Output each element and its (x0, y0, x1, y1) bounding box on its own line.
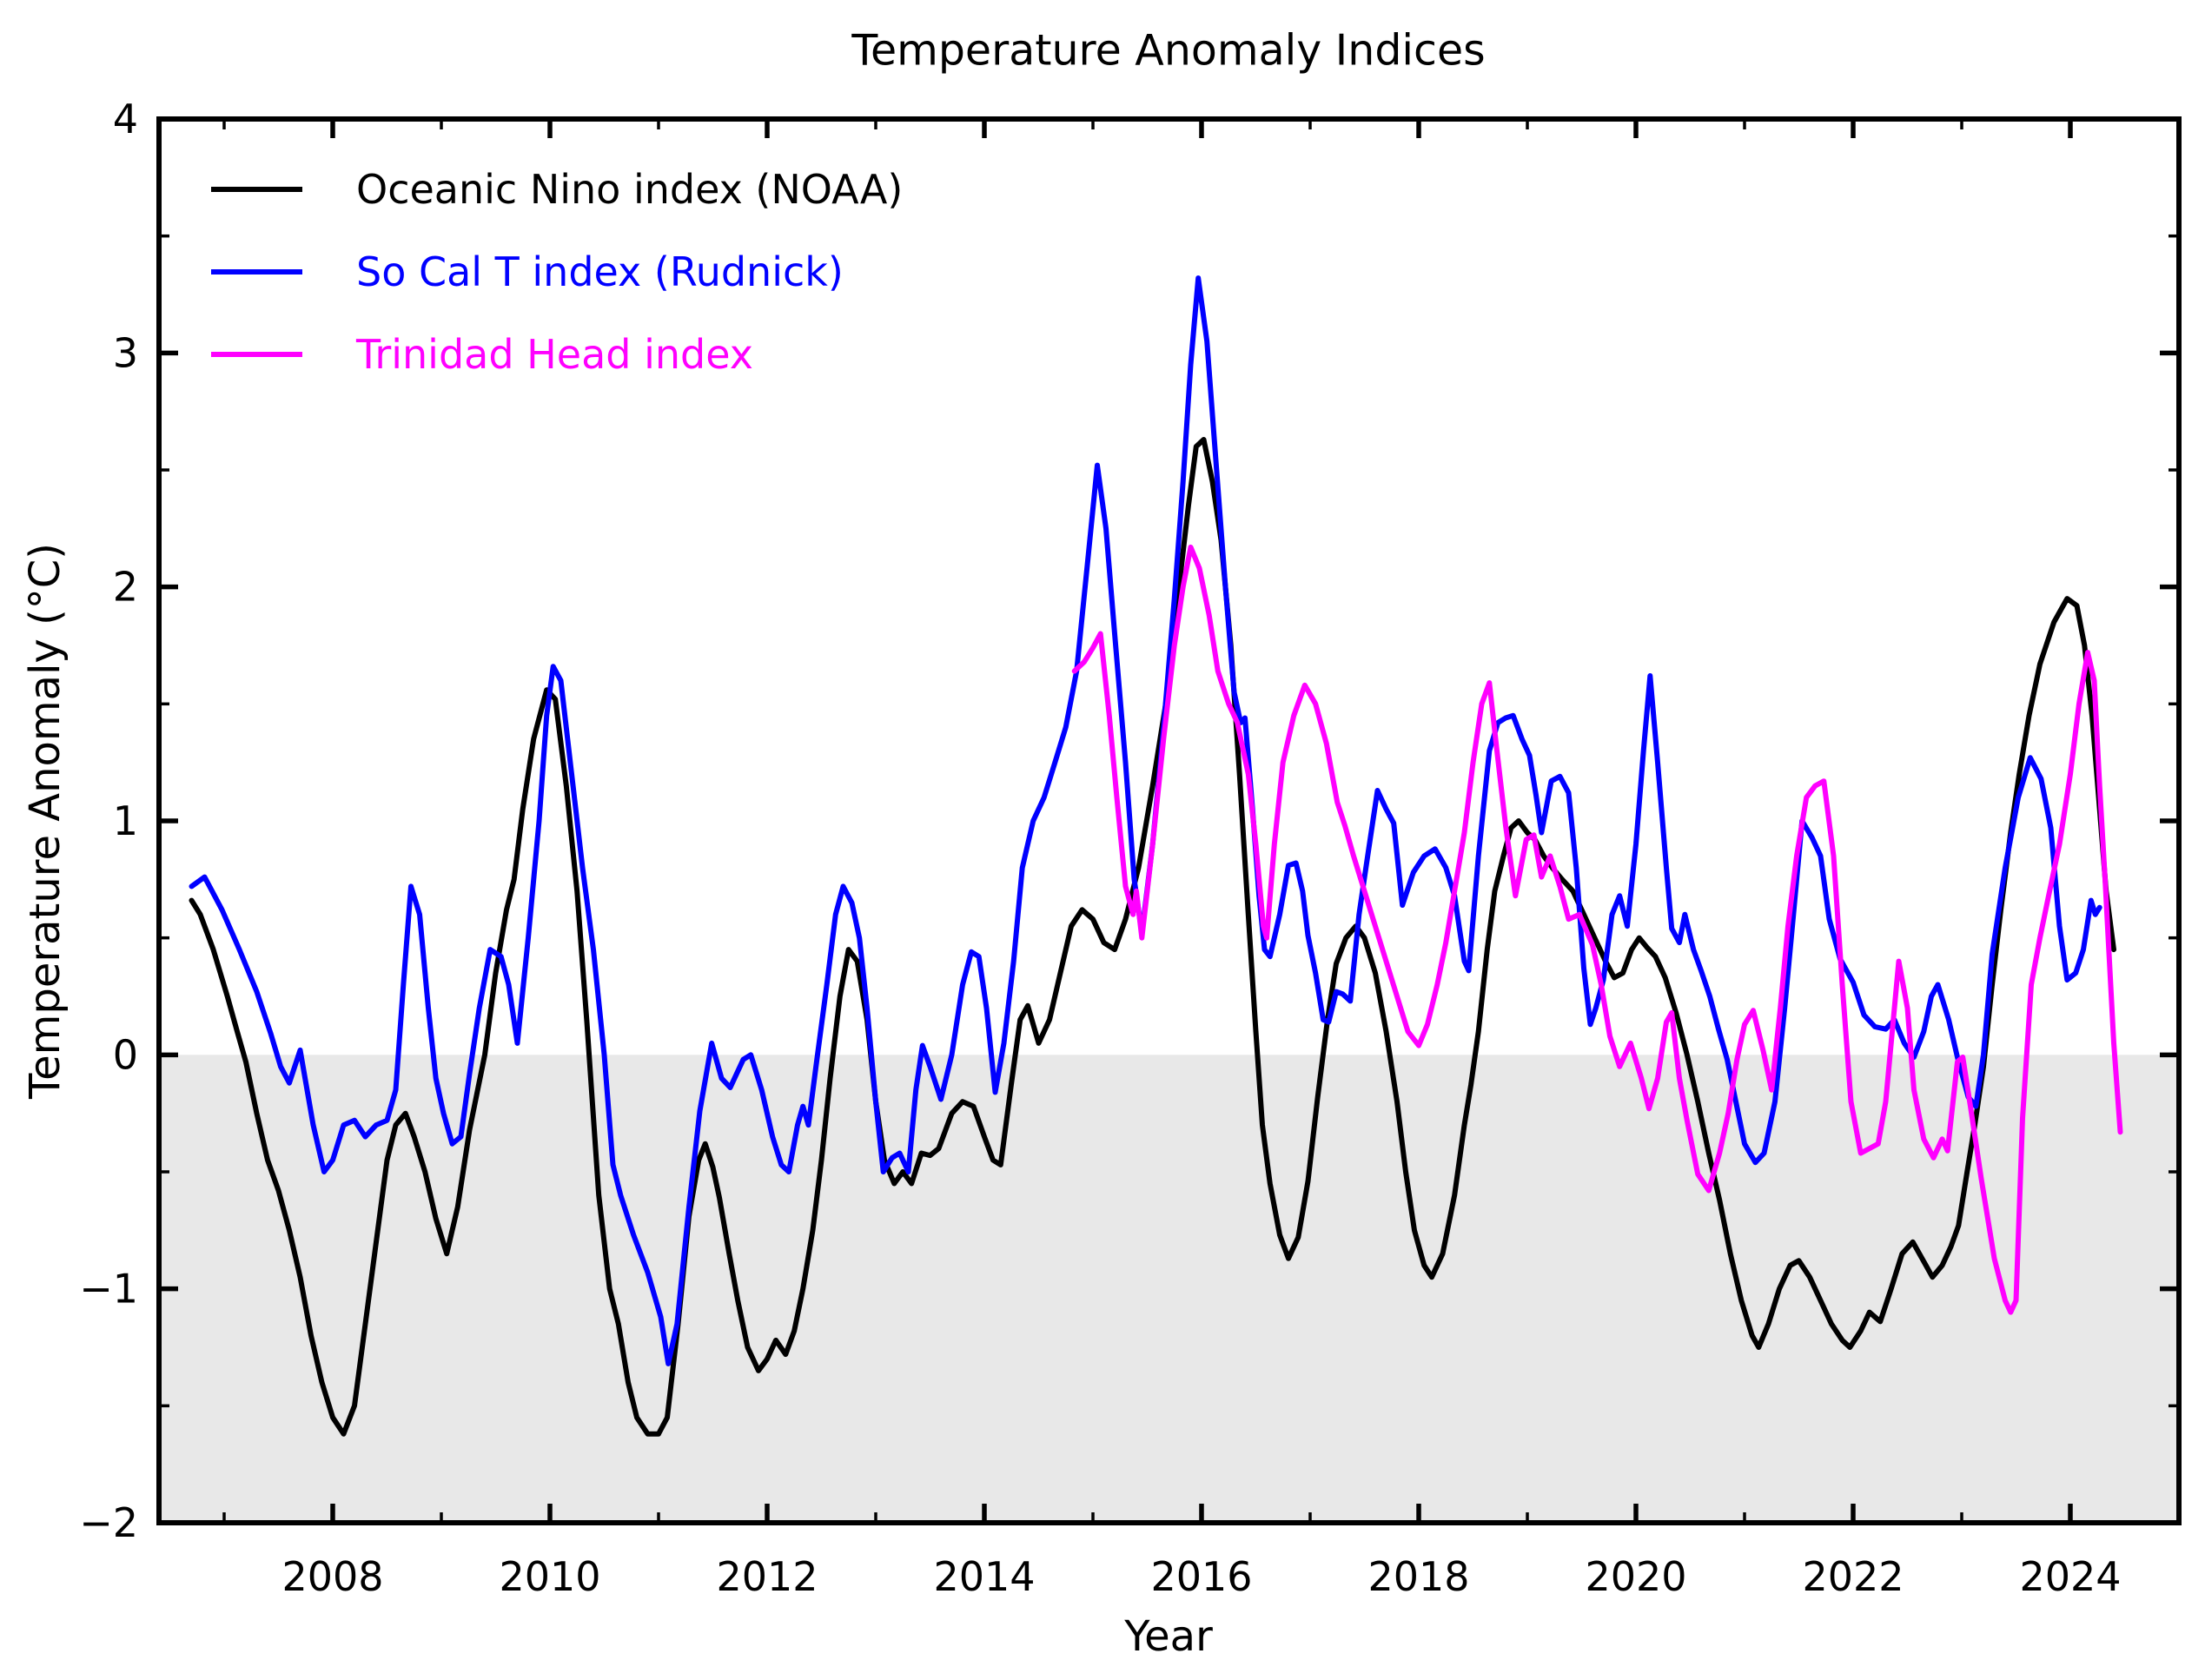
legend-label: So Cal T index (Rudnick) (356, 248, 844, 295)
y-tick-label: 0 (113, 1031, 138, 1078)
x-tick-label: 2008 (281, 1553, 383, 1600)
x-tick-label: 2022 (1802, 1553, 1904, 1600)
legend-item: So Cal T index (Rudnick) (211, 230, 903, 313)
x-tick-label: 2014 (933, 1553, 1035, 1600)
chart-title: Temperature Anomaly Indices (851, 25, 1486, 76)
series-line-0 (189, 437, 2116, 1437)
below-zero-shading (159, 1055, 2179, 1523)
legend-label: Oceanic Nino index (NOAA) (356, 165, 904, 213)
legend-label: Trinidad Head index (356, 330, 753, 378)
legend-item: Trinidad Head index (211, 313, 903, 395)
x-tick-label: 2020 (1585, 1553, 1686, 1600)
legend-line-swatch (211, 186, 302, 192)
x-tick-label: 2016 (1150, 1553, 1252, 1600)
x-axis-label: Year (1124, 1612, 1213, 1661)
legend: Oceanic Nino index (NOAA) So Cal T index … (211, 148, 903, 395)
legend-item: Oceanic Nino index (NOAA) (211, 148, 903, 230)
y-tick-label: 4 (113, 96, 138, 142)
series-line-2 (1071, 544, 2123, 1315)
legend-line-swatch (211, 351, 302, 357)
x-tick-label: 2012 (716, 1553, 818, 1600)
y-tick-label: −1 (79, 1266, 138, 1313)
y-tick-labels: −2 −1 0 1 2 3 4 (79, 96, 138, 1546)
y-tick-label: −2 (79, 1499, 138, 1546)
x-tick-label: 2024 (2019, 1553, 2121, 1600)
series-line-1 (189, 275, 2102, 1366)
x-tick-label: 2010 (499, 1553, 600, 1600)
x-tick-labels: 2008 2010 2012 2014 2016 2018 2020 2022 2024 (281, 1553, 2121, 1600)
y-tick-label: 2 (113, 564, 138, 611)
legend-line-swatch (211, 268, 302, 274)
y-tick-label: 1 (113, 797, 138, 844)
x-tick-label: 2018 (1367, 1553, 1469, 1600)
axis-ticks (159, 116, 2179, 1525)
y-tick-label: 3 (113, 329, 138, 376)
y-axis-label: Temperature Anomaly (°C) (21, 542, 70, 1100)
